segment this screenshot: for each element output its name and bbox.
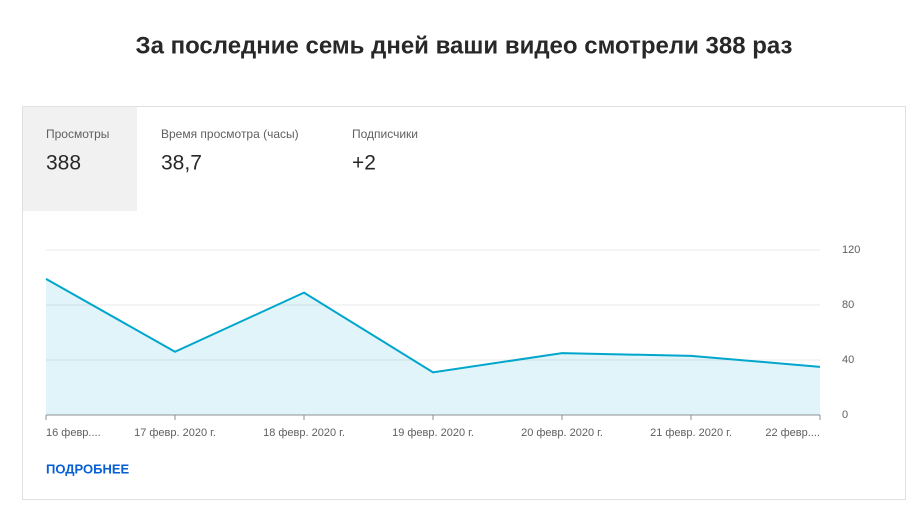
metric-tab[interactable]: Подписчики +2 [352,127,418,174]
area [46,278,820,415]
x-tick-label: 19 февр. 2020 г. [392,427,474,439]
y-tick-label: 80 [842,299,854,311]
card [22,106,906,500]
x-tick-label: 18 февр. 2020 г. [263,427,345,439]
metric-label: Время просмотра (часы) [161,127,299,141]
y-tick-label: 40 [842,354,854,366]
metric-value: 38,7 [161,152,202,175]
metric-label: Просмотры [46,127,109,141]
y-tick-label: 0 [842,409,848,421]
plot: 0 40 80 120 16 февр.... 17 февр. 2020 г. 18 фе… [45,244,860,439]
metric-value: 388 [46,152,81,175]
x-tick-label: 21 февр. 2020 г. [650,427,732,439]
metric-value: +2 [352,152,376,175]
metric-tab[interactable]: Время просмотра (часы) 38,7 [161,127,299,174]
metric-label: Подписчики [352,127,418,141]
x-tick-label: 20 февр. 2020 г. [521,427,603,439]
details-link[interactable]: ПОДРОБНЕЕ [46,461,130,476]
x-tick-label: 22 февр.... [765,427,820,439]
selected-tab-bg [23,107,137,211]
page-title: За последние семь дней ваши видео смотре… [136,32,793,59]
metric-tab[interactable]: Просмотры 388 [46,127,109,174]
x-tick-label: 16 февр.... [46,427,101,439]
line [45,278,821,374]
y-tick-label: 120 [842,244,860,256]
x-tick-label: 17 февр. 2020 г. [134,427,216,439]
